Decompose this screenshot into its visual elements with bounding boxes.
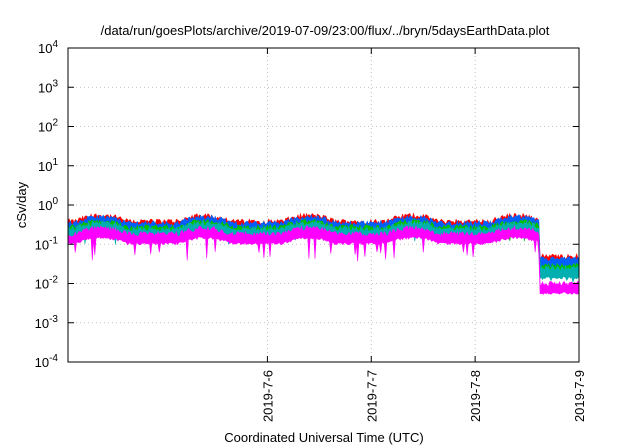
y-tick-label: 102 xyxy=(38,118,58,135)
chart-title: /data/run/goesPlots/archive/2019-07-09/2… xyxy=(101,23,550,38)
grid-lines xyxy=(68,48,580,362)
y-tick-label: 100 xyxy=(38,196,58,213)
x-tick-label: 2019-7-9 xyxy=(572,370,587,422)
y-axis-label: cSv/day xyxy=(14,181,29,228)
y-tick-label: 10-4 xyxy=(35,353,59,370)
series-band xyxy=(67,224,580,295)
y-tick-label: 10-2 xyxy=(35,275,59,292)
series-group xyxy=(67,212,580,295)
x-axis-label: Coordinated Universal Time (UTC) xyxy=(224,430,423,445)
y-tick-label: 10-3 xyxy=(35,314,59,331)
y-tick-label: 103 xyxy=(38,78,58,95)
y-tick-label: 101 xyxy=(38,157,58,174)
x-tick-label: 2019-7-6 xyxy=(260,370,275,422)
y-tick-label: 10-1 xyxy=(35,235,59,252)
y-axis: 10-4 10-3 10-2 10-1 100 101 102 103 104 xyxy=(35,39,579,370)
x-axis: 2019-7-6 2019-7-7 2019-7-8 2019-7-9 xyxy=(260,48,587,422)
x-tick-label: 2019-7-8 xyxy=(468,370,483,422)
x-tick-label: 2019-7-7 xyxy=(364,370,379,422)
y-tick-label: 104 xyxy=(38,39,58,56)
